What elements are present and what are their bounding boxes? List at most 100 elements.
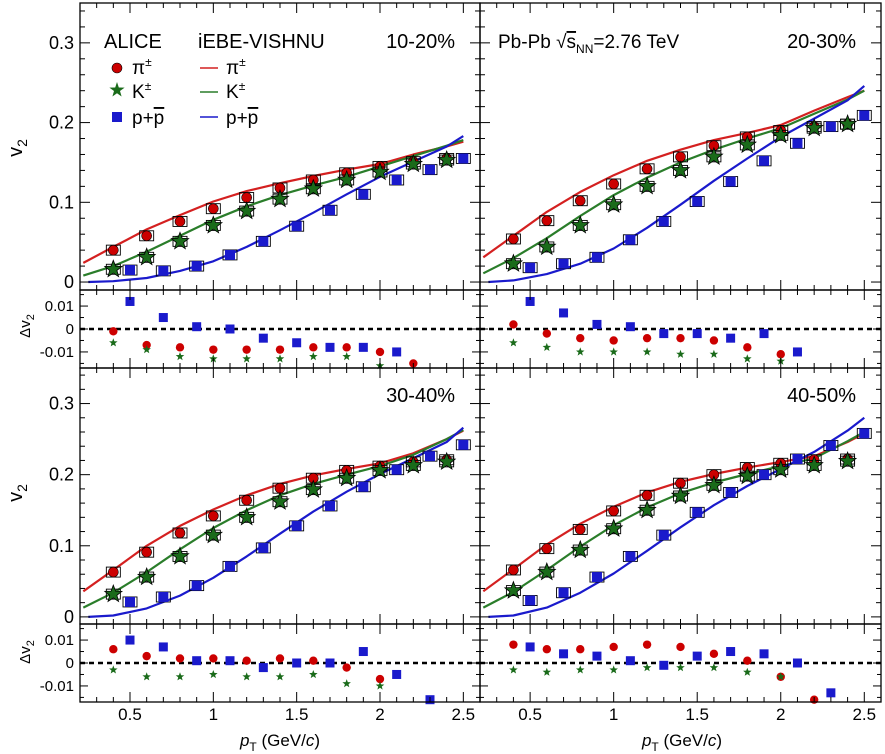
data-point xyxy=(804,455,824,474)
diff-point xyxy=(358,647,368,657)
data-point xyxy=(759,469,770,480)
data-point xyxy=(637,500,657,519)
data-point xyxy=(303,178,323,197)
diff-point xyxy=(542,645,552,654)
panel-40-50% xyxy=(480,416,881,704)
panel-10-20% xyxy=(80,135,480,370)
diff-point xyxy=(659,660,669,670)
diff-point xyxy=(142,340,151,350)
data-point xyxy=(208,510,219,522)
data-point xyxy=(103,259,123,278)
data-point xyxy=(237,200,257,220)
panel-label: 40-50% xyxy=(787,385,856,407)
data-point xyxy=(241,494,252,506)
data-point xyxy=(608,178,619,190)
diff-point xyxy=(242,656,251,665)
data-point xyxy=(737,134,757,154)
data-point xyxy=(503,580,524,599)
panel-20-30% xyxy=(480,85,881,365)
data-point xyxy=(103,583,123,603)
diff-point xyxy=(242,345,251,354)
data-point xyxy=(141,230,152,242)
diff-point xyxy=(342,663,351,672)
panel-30-40% xyxy=(80,426,480,705)
data-point xyxy=(358,481,369,492)
diff-axis-label-bottom: Δv2 xyxy=(17,640,37,664)
diff-point xyxy=(609,642,618,652)
diff-point xyxy=(726,647,736,657)
svg-text:K±: K± xyxy=(226,79,246,103)
data-point xyxy=(541,215,553,226)
diff-point xyxy=(342,679,351,688)
diff-point xyxy=(625,322,635,332)
diff-point xyxy=(509,665,518,674)
diff-point xyxy=(309,670,318,679)
diff-point xyxy=(676,349,685,358)
diff-point xyxy=(776,350,785,359)
x-tick-label: 1 xyxy=(209,705,218,724)
data-point xyxy=(170,231,190,250)
data-point xyxy=(570,215,590,234)
data-point xyxy=(325,205,335,216)
data-point xyxy=(241,192,252,203)
data-point xyxy=(191,580,202,591)
data-point xyxy=(270,491,290,510)
diff-point xyxy=(309,656,318,665)
diff-point xyxy=(225,656,235,666)
legend-pion-marker xyxy=(111,62,123,74)
collision-system: Pb-Pb √sNN=2.76 TeV xyxy=(498,32,679,56)
model-curve xyxy=(482,89,865,259)
data-point xyxy=(837,114,858,133)
data-point xyxy=(208,203,219,214)
diff-point xyxy=(542,667,552,676)
y-tick-label: 0.2 xyxy=(49,113,74,133)
diff-point xyxy=(642,347,652,356)
x-tick-label: 2 xyxy=(375,705,384,724)
data-point xyxy=(537,561,557,581)
legend-kaon-marker xyxy=(109,82,125,97)
data-point xyxy=(137,247,157,266)
data-point xyxy=(637,176,657,195)
diff-point xyxy=(175,672,185,681)
diff-point xyxy=(659,329,669,339)
data-point xyxy=(837,451,858,470)
data-point xyxy=(641,489,653,501)
data-point xyxy=(771,459,791,478)
diff-point xyxy=(576,347,585,356)
data-point xyxy=(591,252,602,263)
diff-point xyxy=(142,672,151,681)
data-point xyxy=(425,164,435,175)
diff-point xyxy=(826,688,836,698)
panel-axes-40-50%: 0.5 1 1.5 2 2.5 40-50% xyxy=(479,367,882,724)
diff-point xyxy=(509,338,518,347)
svg-text:Δv2: Δv2 xyxy=(17,314,37,338)
svg-text:pT (GeV/c): pT (GeV/c) xyxy=(641,731,722,754)
data-point xyxy=(458,439,469,450)
x-tick-label: 2.5 xyxy=(852,705,876,724)
diff-point xyxy=(676,333,685,343)
data-point xyxy=(537,236,557,256)
data-point xyxy=(258,236,269,247)
diff-point xyxy=(342,352,351,361)
diff-point xyxy=(709,349,719,358)
legend-proton-label: p+p xyxy=(132,108,164,129)
y-axis-label-bottom: v2 xyxy=(5,484,30,502)
data-point xyxy=(759,155,770,166)
data-point xyxy=(737,465,757,485)
diff-point xyxy=(109,338,118,347)
diff-point xyxy=(525,642,535,652)
x-tick-label: 2.5 xyxy=(452,705,476,724)
data-point xyxy=(391,464,402,475)
diff-point xyxy=(375,347,385,357)
diff-point xyxy=(109,327,118,336)
data-point xyxy=(558,587,569,598)
data-point xyxy=(604,518,624,537)
data-point xyxy=(704,146,724,166)
diff-point xyxy=(576,665,585,674)
panel-label: 30-40% xyxy=(386,385,455,407)
diff-point xyxy=(358,342,368,352)
diff-point xyxy=(275,654,285,663)
diff-y-tick-label: 0.01 xyxy=(45,632,74,649)
svg-text:v2: v2 xyxy=(5,484,30,502)
data-point xyxy=(370,161,390,181)
